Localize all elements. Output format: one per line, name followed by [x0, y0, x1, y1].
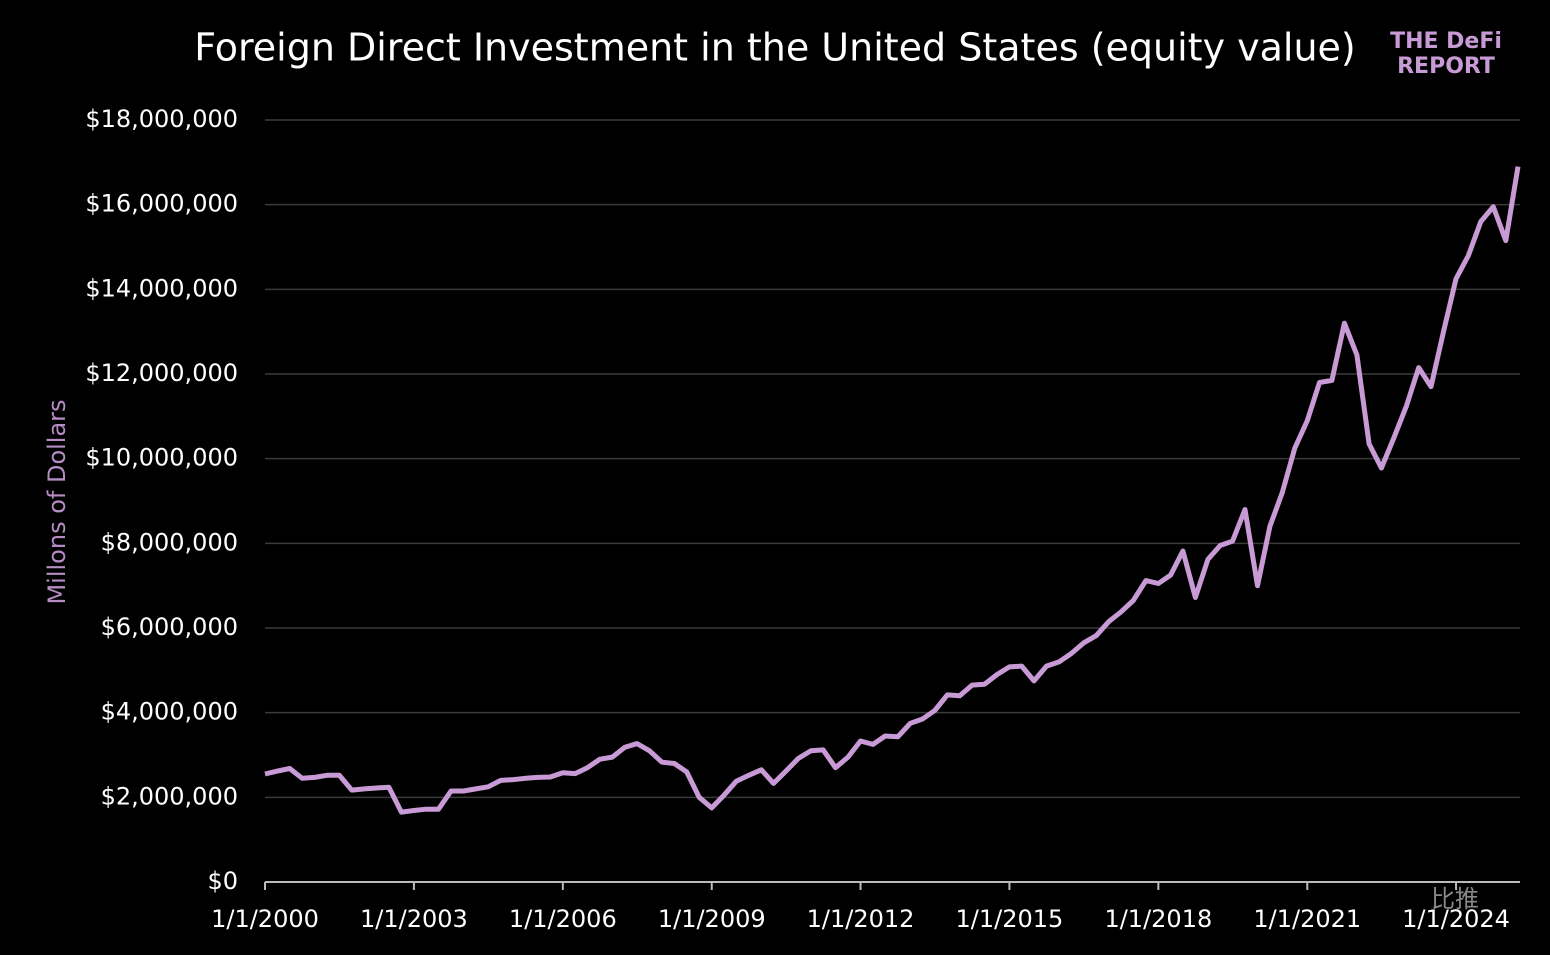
logo: THE DeFi [1390, 29, 1502, 54]
chart-title: Foreign Direct Investment in the United … [194, 26, 1356, 70]
x-tick-label: 1/1/2015 [956, 905, 1064, 933]
x-tick-label: 1/1/2012 [807, 905, 915, 933]
y-tick-label: $0 [207, 867, 238, 895]
y-tick-label: $4,000,000 [101, 698, 238, 726]
y-tick-label: $10,000,000 [85, 444, 238, 472]
data-line [264, 166, 1521, 815]
x-tick-label: 1/1/2009 [658, 905, 766, 933]
x-tick-label: 1/1/2000 [211, 905, 319, 933]
y-tick-label: $8,000,000 [101, 528, 238, 556]
y-tick-label: $6,000,000 [101, 613, 238, 641]
y-tick-label: $16,000,000 [85, 190, 238, 218]
y-axis-label: Millons of Dollars [43, 399, 71, 604]
x-tick-label: 1/1/2003 [360, 905, 468, 933]
y-tick-label: $2,000,000 [101, 782, 238, 810]
watermark: 比推 [1431, 885, 1479, 913]
x-tick-label: 1/1/2006 [509, 905, 617, 933]
y-tick-label: $18,000,000 [85, 105, 238, 133]
logo: REPORT [1397, 54, 1495, 79]
y-tick-label: $14,000,000 [85, 274, 238, 302]
x-tick-label: 1/1/2021 [1253, 905, 1361, 933]
x-tick-label: 1/1/2024 [1402, 905, 1510, 933]
y-tick-label: $12,000,000 [85, 359, 238, 387]
x-tick-label: 1/1/2018 [1104, 905, 1212, 933]
